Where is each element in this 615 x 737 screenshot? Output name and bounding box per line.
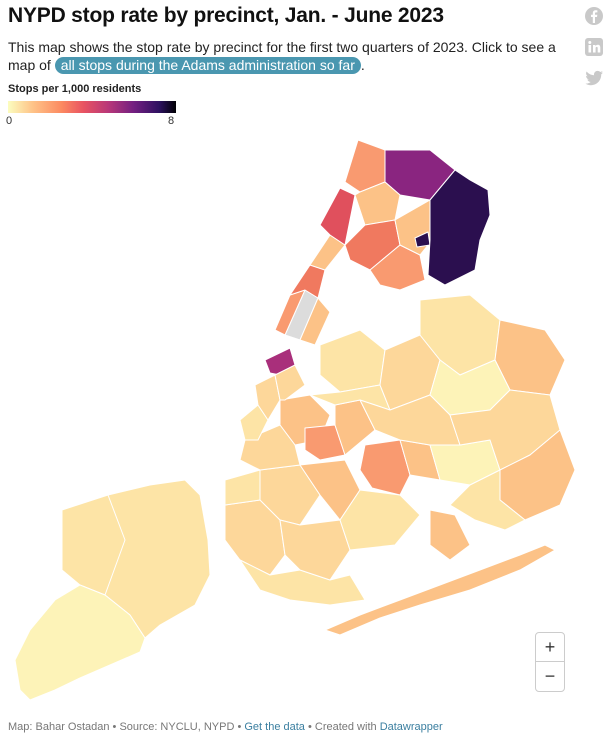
- legend-min-label: 0: [6, 115, 13, 127]
- queens-howard-beach[interactable]: [429, 509, 471, 561]
- page-title: NYPD stop rate by precinct, Jan. - June …: [8, 4, 444, 27]
- brooklyn-north-2[interactable]: [304, 424, 346, 461]
- facebook-icon[interactable]: [584, 6, 604, 26]
- description: This map shows the stop rate by precinct…: [8, 38, 568, 74]
- footer-credits: Map: Bahar Ostadan • Source: NYCLU, NYPD…: [8, 721, 245, 733]
- queens-astoria[interactable]: [319, 329, 386, 393]
- zoom-out-button[interactable]: −: [544, 666, 556, 686]
- manhattan-downtown-1[interactable]: [239, 404, 269, 441]
- staten-island-south[interactable]: [14, 584, 146, 701]
- manhattan-harlem[interactable]: [289, 264, 326, 299]
- manhattan-inwood[interactable]: [319, 187, 356, 246]
- brooklyn-central-3[interactable]: [279, 519, 351, 581]
- queens-rockaways[interactable]: [324, 544, 556, 636]
- queens-jfk[interactable]: [449, 469, 526, 531]
- brooklyn-east-1[interactable]: [339, 489, 421, 551]
- twitter-icon[interactable]: [584, 68, 604, 88]
- adams-stops-link[interactable]: all stops during the Adams administratio…: [54, 57, 361, 74]
- zoom-in-button[interactable]: +: [536, 633, 564, 662]
- footer-middle: • Created with: [304, 721, 380, 733]
- bronx-pelham-bay[interactable]: [427, 169, 491, 286]
- legend-color-scale: [8, 101, 176, 113]
- get-data-link[interactable]: Get the data: [244, 721, 305, 733]
- datawrapper-link[interactable]: Datawrapper: [379, 721, 443, 733]
- manhattan-midtown[interactable]: [274, 364, 306, 401]
- footer: Map: Bahar Ostadan • Source: NYCLU, NYPD…: [8, 721, 443, 733]
- brooklyn-south[interactable]: [239, 559, 366, 606]
- legend-title: Stops per 1,000 residents: [8, 83, 142, 95]
- zoom-control: + −: [535, 632, 565, 692]
- legend-max-label: 8: [168, 115, 175, 127]
- manhattan-downtown-2[interactable]: [254, 374, 281, 421]
- description-end: .: [360, 57, 365, 73]
- manhattan-upper-east[interactable]: [299, 297, 331, 346]
- linkedin-icon[interactable]: [584, 37, 604, 57]
- brooklyn-bay-ridge[interactable]: [224, 469, 261, 506]
- description-text: This map shows the stop rate by precinct…: [8, 39, 556, 73]
